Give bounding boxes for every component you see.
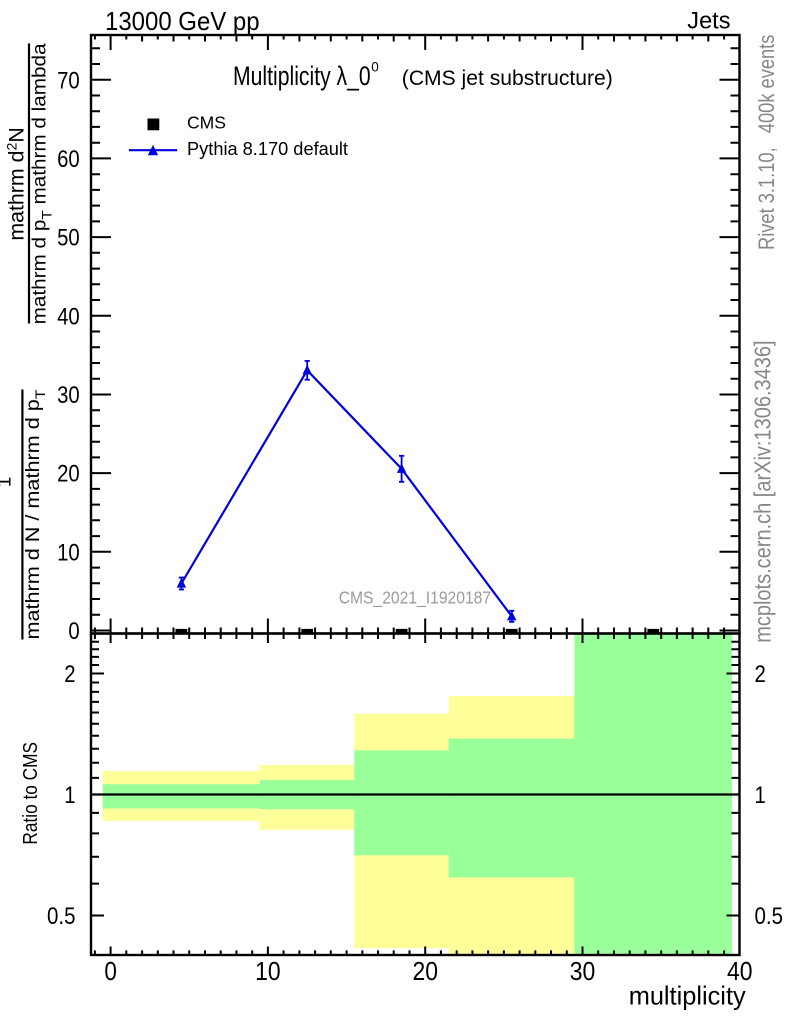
svg-text:Ratio to CMS: Ratio to CMS [19,742,42,845]
svg-text:1: 1 [0,477,16,488]
svg-text:CMS: CMS [187,112,226,132]
svg-text:Jets: Jets [687,8,730,35]
svg-text:0: 0 [371,60,379,75]
svg-text:Pythia 8.170 default: Pythia 8.170 default [187,139,348,159]
svg-text:Rivet 3.1.10, 400k events: Rivet 3.1.10, 400k events [754,35,779,250]
svg-text:mathrm d pT mathrm d lambda: mathrm d pT mathrm d lambda [30,43,55,324]
svg-text:10: 10 [255,956,281,986]
svg-text:CMS_2021_I1920187: CMS_2021_I1920187 [339,587,491,608]
svg-text:30: 30 [570,956,596,986]
svg-text:50: 50 [57,225,80,252]
svg-text:Multiplicity λ_0: Multiplicity λ_0 [233,61,371,91]
svg-text:2: 2 [64,661,75,688]
svg-text:60: 60 [57,146,80,173]
svg-text:0: 0 [104,956,117,986]
svg-text:40: 40 [57,303,80,330]
svg-text:mathrm d N / mathrm d pT: mathrm d N / mathrm d pT [23,389,48,639]
svg-text:70: 70 [57,67,80,94]
svg-text:30: 30 [57,382,80,409]
svg-text:(CMS jet substructure): (CMS jet substructure) [402,66,613,90]
svg-text:10: 10 [57,539,80,566]
svg-text:0: 0 [68,618,79,645]
svg-text:20: 20 [57,461,80,488]
svg-text:mcplots.cern.ch [arXiv:1306.34: mcplots.cern.ch [arXiv:1306.3436] [750,340,776,642]
svg-text:40: 40 [727,956,753,986]
svg-text:1: 1 [64,782,75,809]
svg-text:20: 20 [412,956,438,986]
svg-text:multiplicity: multiplicity [629,981,746,1011]
svg-text:13000 GeV pp: 13000 GeV pp [105,6,260,36]
svg-text:0.5: 0.5 [47,903,76,930]
svg-text:0.5: 0.5 [755,903,784,930]
svg-text:1: 1 [755,782,766,809]
svg-text:2: 2 [755,661,766,688]
